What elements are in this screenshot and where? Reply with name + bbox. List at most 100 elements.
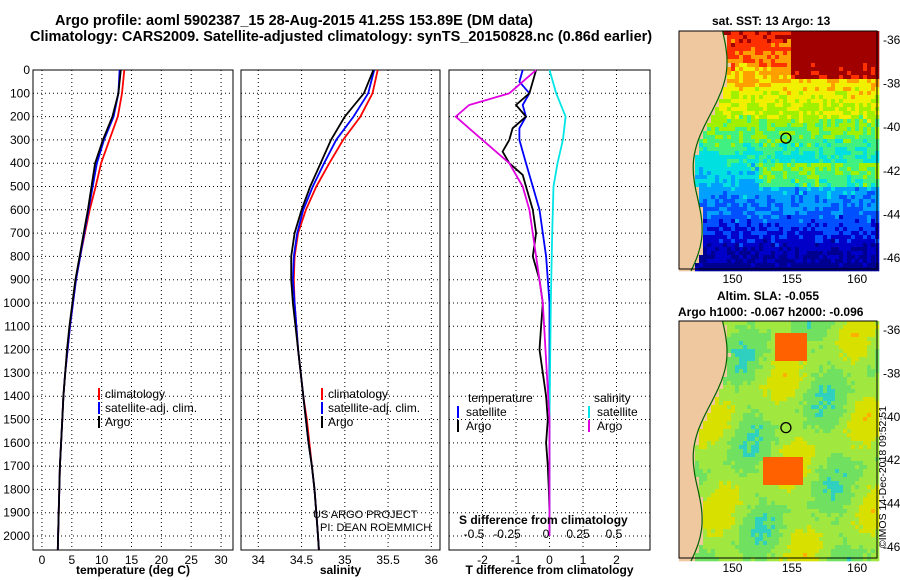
map-cell bbox=[707, 263, 712, 268]
map-cell bbox=[751, 155, 756, 160]
map-cell bbox=[751, 445, 756, 450]
map-cell bbox=[799, 329, 804, 334]
map-cell bbox=[839, 337, 844, 342]
map-cell bbox=[743, 155, 748, 160]
map-cell bbox=[715, 87, 720, 92]
map-cell bbox=[783, 441, 788, 446]
map-cell bbox=[783, 163, 788, 168]
map-cell bbox=[807, 95, 812, 100]
map-cell bbox=[707, 357, 712, 362]
map-cell bbox=[855, 151, 860, 156]
map-cell bbox=[859, 223, 864, 228]
map-cell bbox=[795, 341, 800, 346]
map-cell bbox=[699, 369, 704, 374]
map-cell bbox=[823, 55, 828, 60]
map-cell bbox=[855, 131, 860, 136]
map-cell bbox=[775, 55, 780, 60]
map-cell bbox=[715, 465, 720, 470]
map-cell bbox=[827, 259, 832, 264]
map-cell bbox=[723, 179, 728, 184]
map-cell bbox=[703, 397, 708, 402]
map-cell bbox=[803, 43, 808, 48]
map-cell bbox=[799, 63, 804, 68]
map-cell bbox=[695, 71, 700, 76]
map-cell bbox=[811, 259, 816, 264]
map-cell bbox=[719, 95, 724, 100]
map-cell bbox=[783, 195, 788, 200]
map-cell bbox=[795, 55, 800, 60]
map-cell bbox=[807, 259, 812, 264]
map-cell bbox=[827, 333, 832, 338]
map-cell bbox=[703, 75, 708, 80]
map-cell bbox=[679, 385, 684, 390]
map-cell bbox=[867, 115, 872, 120]
map-cell bbox=[863, 337, 868, 342]
map-cell bbox=[787, 381, 792, 386]
map-cell bbox=[863, 207, 868, 212]
map-cell bbox=[827, 227, 832, 232]
map-cell bbox=[763, 333, 768, 338]
map-cell bbox=[683, 207, 688, 212]
map-cell bbox=[731, 31, 736, 36]
map-cell bbox=[855, 159, 860, 164]
map-cell bbox=[871, 107, 876, 112]
map-cell bbox=[807, 163, 812, 168]
map-cell bbox=[783, 227, 788, 232]
map-cell bbox=[747, 239, 752, 244]
map-cell bbox=[847, 325, 852, 330]
map-cell bbox=[715, 437, 720, 442]
map-cell bbox=[735, 433, 740, 438]
map-cell bbox=[679, 203, 684, 208]
map-cell bbox=[763, 215, 768, 220]
map-cell bbox=[863, 393, 868, 398]
map-cell bbox=[715, 341, 720, 346]
map-cell bbox=[739, 453, 744, 458]
map-cell bbox=[783, 171, 788, 176]
map-cell bbox=[715, 159, 720, 164]
map-cell bbox=[715, 123, 720, 128]
map-cell bbox=[783, 35, 788, 40]
map-cell bbox=[767, 345, 772, 350]
map-cell bbox=[683, 465, 688, 470]
map-cell bbox=[803, 187, 808, 192]
map-cell bbox=[691, 79, 696, 84]
legend-swatch bbox=[98, 402, 100, 414]
map-cell bbox=[855, 255, 860, 260]
map-cell bbox=[731, 461, 736, 466]
map-cell bbox=[839, 123, 844, 128]
map-cell bbox=[703, 143, 708, 148]
map-cell bbox=[779, 87, 784, 92]
map-cell bbox=[851, 147, 856, 152]
map-cell bbox=[783, 191, 788, 196]
map-cell bbox=[739, 187, 744, 192]
map-cell bbox=[687, 131, 692, 136]
map-cell bbox=[803, 341, 808, 346]
map-cell bbox=[715, 365, 720, 370]
map-cell bbox=[731, 437, 736, 442]
map-cell bbox=[831, 385, 836, 390]
map-cell bbox=[683, 119, 688, 124]
map-cell bbox=[767, 99, 772, 104]
legend-swatch bbox=[588, 406, 590, 418]
map-cell bbox=[871, 207, 876, 212]
map-cell bbox=[771, 239, 776, 244]
map-cell bbox=[711, 51, 716, 56]
map-cell bbox=[779, 119, 784, 124]
map-cell bbox=[835, 417, 840, 422]
map-cell bbox=[807, 397, 812, 402]
map-cell bbox=[791, 131, 796, 136]
map-cell bbox=[719, 333, 724, 338]
legend-swatch bbox=[98, 416, 100, 428]
map-cell bbox=[827, 91, 832, 96]
map-cell bbox=[723, 449, 728, 454]
map-cell bbox=[771, 163, 776, 168]
map-cell bbox=[839, 401, 844, 406]
map-cell bbox=[803, 179, 808, 184]
map-cell bbox=[767, 215, 772, 220]
map-cell bbox=[731, 353, 736, 358]
map-cell bbox=[859, 211, 864, 216]
map-cell bbox=[715, 179, 720, 184]
map-cell bbox=[699, 441, 704, 446]
map-cell bbox=[747, 215, 752, 220]
map-cell bbox=[759, 163, 764, 168]
